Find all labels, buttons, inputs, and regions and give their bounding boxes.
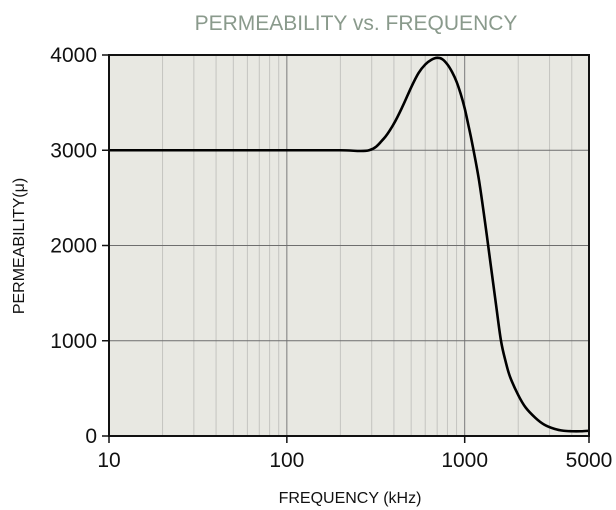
y-tick-label: 4000 [50, 44, 97, 67]
y-tick-label: 0 [85, 425, 97, 448]
y-axis-label: PERMEABILITY(μ) [11, 178, 28, 314]
x-axis-label: FREQUENCY (kHz) [279, 490, 422, 507]
series-layer [109, 56, 590, 433]
x-tick-label: 1000 [441, 449, 488, 472]
x-tick-label: 5000 [566, 449, 613, 472]
y-tick-label: 1000 [50, 330, 97, 353]
y-tick-label: 3000 [50, 139, 97, 162]
y-tick-label: 2000 [50, 235, 97, 258]
ticks: 0 1000 2000 3000 4000 10 100 1000 5000 [50, 44, 612, 472]
permeability-line [109, 56, 590, 433]
chart-title: PERMEABILITY vs. FREQUENCY [195, 12, 518, 35]
x-tick-label: 100 [269, 449, 304, 472]
grid [109, 55, 589, 436]
x-tick-label: 10 [97, 449, 120, 472]
